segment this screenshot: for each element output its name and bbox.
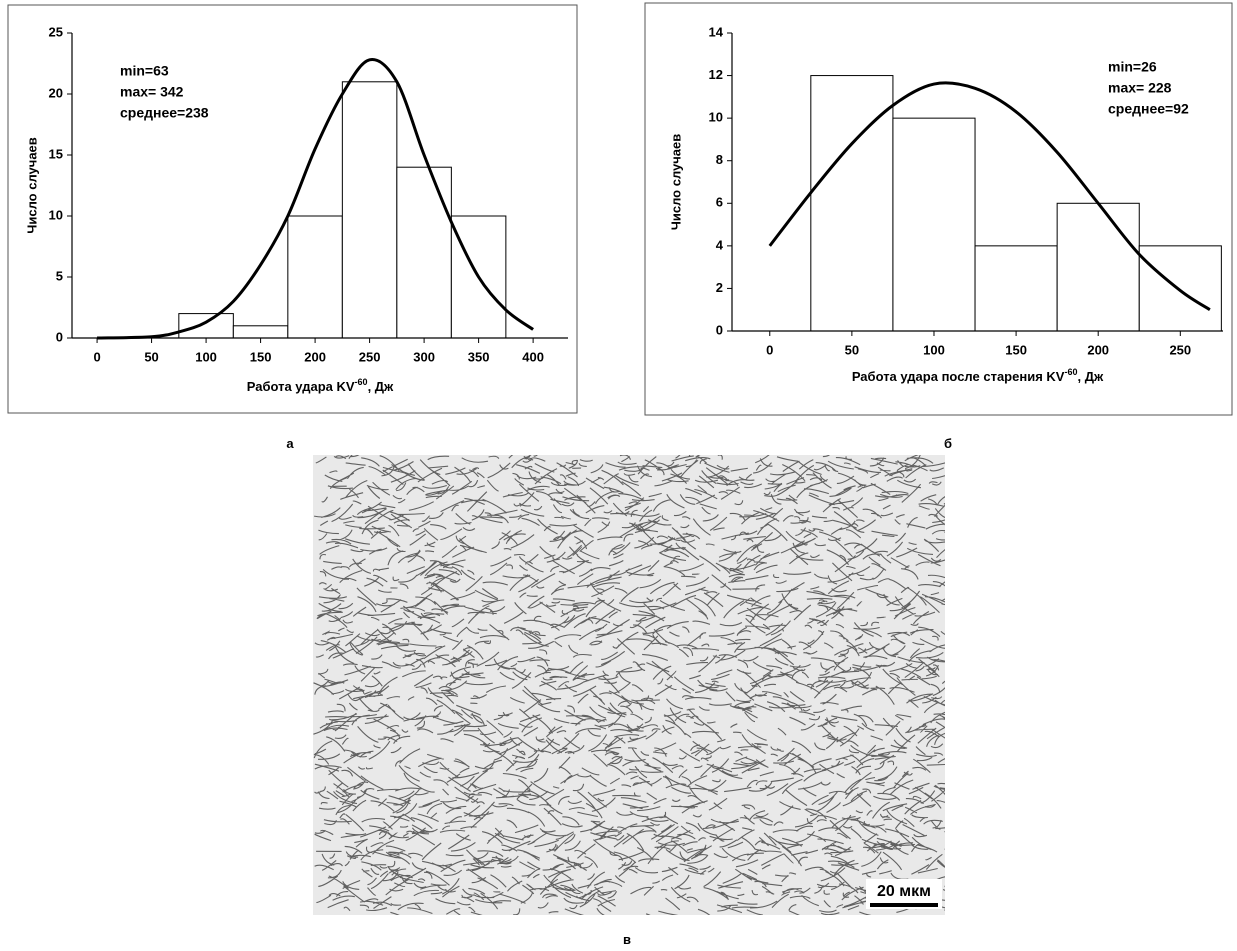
fit-curve	[768, 81, 1211, 311]
y-tick-label: 0	[56, 329, 63, 344]
x-tick-label: 50	[144, 349, 158, 364]
x-tick-label: 150	[250, 349, 272, 364]
bar	[974, 245, 1058, 332]
x-tick-label: 50	[845, 342, 859, 357]
panel-label: в	[623, 932, 631, 947]
x-axis-label-part: Работа удара после старения KV	[852, 369, 1065, 384]
x-tick-label: 200	[1087, 342, 1109, 357]
x-tick-label: 400	[522, 349, 544, 364]
y-axis-label: Число случаев	[24, 137, 39, 234]
annotation: среднее=238	[120, 105, 209, 121]
x-axis-label-part: , Дж	[1077, 369, 1103, 384]
x-tick-label: 100	[923, 342, 945, 357]
x-axis-label-part: Работа удара KV	[247, 379, 355, 394]
y-tick-label: 2	[716, 280, 723, 295]
x-axis-label: Работа удара после старения KV-60, Дж	[852, 367, 1104, 384]
y-axis-label: Число случаев	[668, 134, 683, 231]
x-tick-label: 150	[1005, 342, 1027, 357]
y-tick-label: 25	[49, 24, 63, 39]
x-axis-label-part: -60	[1064, 367, 1077, 377]
bar	[396, 166, 452, 339]
x-tick-label: 250	[1169, 342, 1191, 357]
x-tick-label: 0	[766, 342, 773, 357]
panel-label: а	[286, 436, 294, 451]
bar	[892, 117, 976, 332]
y-tick-label: 4	[716, 237, 724, 252]
y-tick-label: 14	[709, 24, 724, 39]
annotation: max= 228	[1108, 80, 1172, 96]
annotation: max= 342	[120, 84, 184, 100]
scale-bar-label: 20 мкм	[877, 883, 931, 900]
y-tick-label: 6	[716, 195, 723, 210]
x-tick-label: 250	[359, 349, 381, 364]
x-axis-label-part: -60	[355, 377, 368, 387]
y-tick-label: 12	[709, 67, 723, 82]
fit-curve	[97, 58, 534, 340]
y-tick-label: 5	[56, 268, 63, 283]
y-tick-label: 10	[709, 110, 723, 125]
bar	[1138, 245, 1222, 332]
annotation: среднее=92	[1108, 101, 1189, 117]
bar	[287, 215, 343, 339]
y-tick-label: 10	[49, 207, 63, 222]
x-tick-label: 350	[468, 349, 490, 364]
y-tick-label: 8	[716, 152, 723, 167]
bar	[1056, 202, 1140, 332]
panel-label: б	[944, 436, 952, 451]
y-tick-label: 15	[49, 146, 63, 161]
grain-boundaries	[313, 455, 945, 915]
x-tick-label: 300	[413, 349, 435, 364]
x-axis-label: Работа удара KV-60, Дж	[247, 377, 394, 394]
bar	[178, 313, 234, 339]
x-tick-label: 0	[93, 349, 100, 364]
x-axis-label-part: , Дж	[368, 379, 394, 394]
y-tick-label: 0	[716, 322, 723, 337]
bar	[341, 81, 398, 339]
x-tick-label: 100	[195, 349, 217, 364]
x-tick-label: 200	[304, 349, 326, 364]
micrograph-texture	[313, 455, 945, 915]
y-tick-label: 20	[49, 85, 63, 100]
annotation: min=63	[120, 63, 169, 79]
bar	[232, 325, 289, 339]
annotation: min=26	[1108, 59, 1157, 75]
